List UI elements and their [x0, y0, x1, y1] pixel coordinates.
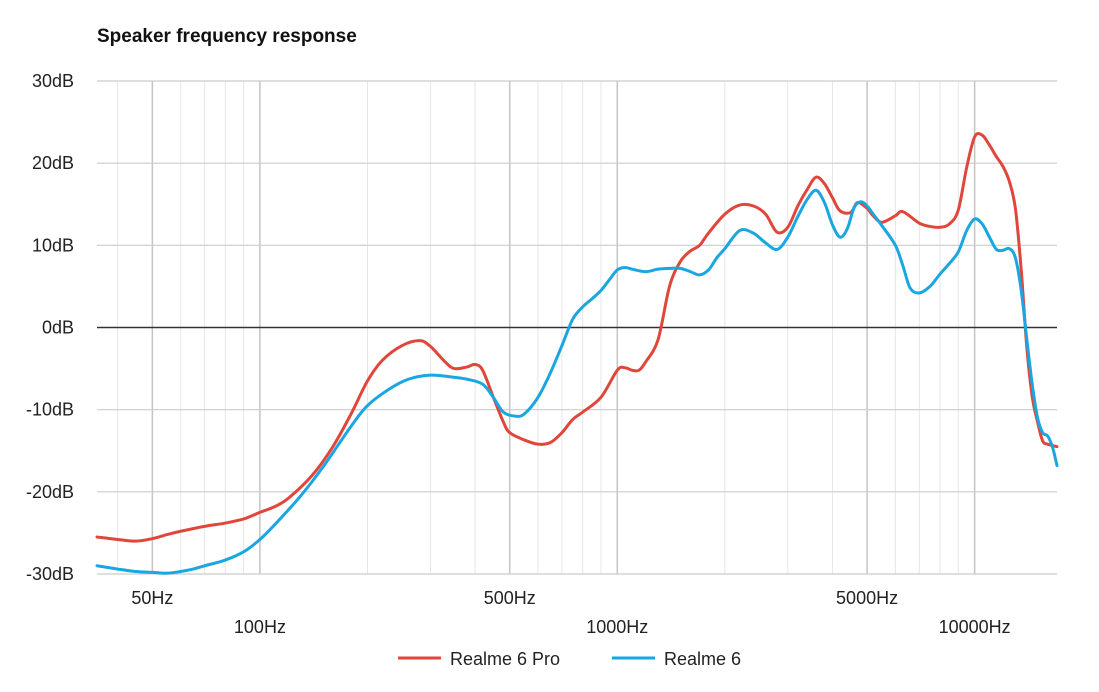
x-tick-label: 500Hz [484, 588, 536, 608]
series-line-2 [95, 188, 1059, 575]
y-tick-label: -20dB [26, 482, 74, 502]
x-tick-label: 10000Hz [939, 617, 1011, 637]
chart-title: Speaker frequency response [97, 26, 357, 47]
y-tick-label: 30dB [32, 71, 74, 91]
y-axis-tick-labels: 30dB 20dB 10dB 0dB -10dB -20dB -30dB [26, 71, 74, 584]
legend: Realme 6 Pro Realme 6 [398, 649, 741, 669]
x-tick-label: 1000Hz [586, 617, 648, 637]
series-lines [95, 132, 1059, 575]
y-tick-label: -30dB [26, 564, 74, 584]
y-tick-label: 20dB [32, 153, 74, 173]
y-tick-label: -10dB [26, 400, 74, 420]
legend-label-2: Realme 6 [664, 649, 741, 669]
x-tick-label: 100Hz [234, 617, 286, 637]
series-line-1 [95, 132, 1059, 543]
x-tick-label: 5000Hz [836, 588, 898, 608]
major-gridlines [97, 80, 1057, 575]
x-tick-label: 50Hz [131, 588, 173, 608]
legend-label-1: Realme 6 Pro [450, 649, 560, 669]
x-axis-tick-labels: 50Hz 100Hz 500Hz 1000Hz 5000Hz 10000Hz [131, 588, 1010, 637]
y-tick-label: 10dB [32, 235, 74, 255]
y-tick-label: 0dB [42, 318, 74, 338]
